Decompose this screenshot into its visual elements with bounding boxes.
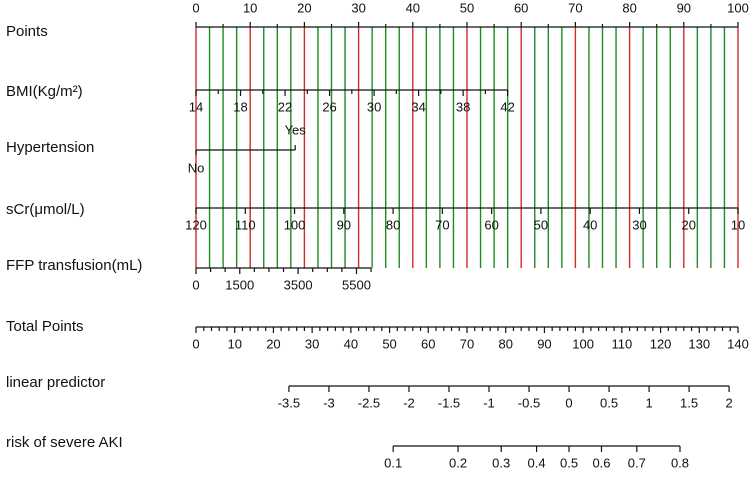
tick-label: 20 <box>297 0 311 15</box>
tick-label: 120 <box>185 217 207 232</box>
row-label: FFP transfusion(mL) <box>6 257 142 274</box>
tick-label: 140 <box>727 336 749 351</box>
tick-label: 60 <box>514 0 528 15</box>
tick-label: 70 <box>568 0 582 15</box>
tick-label: -0.5 <box>518 395 540 410</box>
tick-label: 5500 <box>342 277 371 292</box>
tick-label: 0 <box>565 395 572 410</box>
tick-label: 90 <box>537 336 551 351</box>
tick-label: -3 <box>323 395 335 410</box>
tick-label: 30 <box>632 217 646 232</box>
tick-label: 80 <box>498 336 512 351</box>
category-label: No <box>188 160 205 175</box>
tick-label: 80 <box>386 217 400 232</box>
tick-label: 18 <box>233 99 247 114</box>
tick-label: 40 <box>406 0 420 15</box>
category-label: Yes <box>285 122 307 137</box>
tick-label: 30 <box>367 99 381 114</box>
tick-label: 100 <box>727 0 749 15</box>
tick-label: 26 <box>322 99 336 114</box>
tick-label: 110 <box>235 217 256 232</box>
row-label: sCr(μmol/L) <box>6 201 85 218</box>
tick-label: 100 <box>284 217 306 232</box>
tick-label: 50 <box>534 217 548 232</box>
tick-label: 90 <box>337 217 351 232</box>
tick-label: 0.2 <box>449 455 467 470</box>
tick-label: 50 <box>382 336 396 351</box>
tick-label: 30 <box>351 0 365 15</box>
row-label: risk of severe AKI <box>6 434 123 451</box>
tick-label: 40 <box>583 217 597 232</box>
tick-label: 0 <box>192 277 199 292</box>
tick-label: -1.5 <box>438 395 460 410</box>
tick-label: 0.6 <box>592 455 610 470</box>
tick-label: 50 <box>460 0 474 15</box>
tick-label: 0.3 <box>492 455 510 470</box>
tick-label: -2 <box>403 395 415 410</box>
tick-label: -1 <box>483 395 495 410</box>
tick-label: 10 <box>227 336 241 351</box>
tick-label: 60 <box>484 217 498 232</box>
tick-label: 0.5 <box>560 455 578 470</box>
tick-label: 22 <box>278 99 292 114</box>
tick-label: 0.7 <box>628 455 646 470</box>
row-label: Total Points <box>6 318 84 335</box>
row-label: linear predictor <box>6 374 105 391</box>
tick-label: 60 <box>421 336 435 351</box>
tick-label: -2.5 <box>358 395 380 410</box>
tick-label: 100 <box>572 336 594 351</box>
tick-label: 2 <box>725 395 732 410</box>
tick-label: 3500 <box>284 277 313 292</box>
tick-label: 1500 <box>225 277 254 292</box>
tick-label: 0 <box>192 0 199 15</box>
tick-label: 0.4 <box>528 455 546 470</box>
tick-label: 30 <box>305 336 319 351</box>
tick-label: 120 <box>650 336 672 351</box>
tick-label: 10 <box>731 217 745 232</box>
tick-label: -3.5 <box>278 395 300 410</box>
tick-label: 90 <box>677 0 691 15</box>
tick-label: 1.5 <box>680 395 698 410</box>
tick-label: 38 <box>456 99 470 114</box>
tick-label: 20 <box>681 217 695 232</box>
tick-label: 10 <box>243 0 257 15</box>
tick-label: 1 <box>645 395 652 410</box>
tick-label: 20 <box>266 336 280 351</box>
tick-label: 110 <box>611 336 632 351</box>
row-label: BMI(Kg/m²) <box>6 83 83 100</box>
tick-label: 14 <box>189 99 203 114</box>
tick-label: 130 <box>688 336 710 351</box>
tick-label: 0.5 <box>600 395 618 410</box>
tick-label: 0.8 <box>671 455 689 470</box>
tick-label: 0 <box>192 336 199 351</box>
tick-label: 70 <box>435 217 449 232</box>
tick-label: 34 <box>411 99 425 114</box>
tick-label: 0.1 <box>384 455 402 470</box>
tick-label: 80 <box>622 0 636 15</box>
row-label: Hypertension <box>6 139 94 156</box>
tick-label: 70 <box>460 336 474 351</box>
tick-label: 40 <box>344 336 358 351</box>
row-label: Points <box>6 23 48 40</box>
tick-label: 42 <box>500 99 514 114</box>
